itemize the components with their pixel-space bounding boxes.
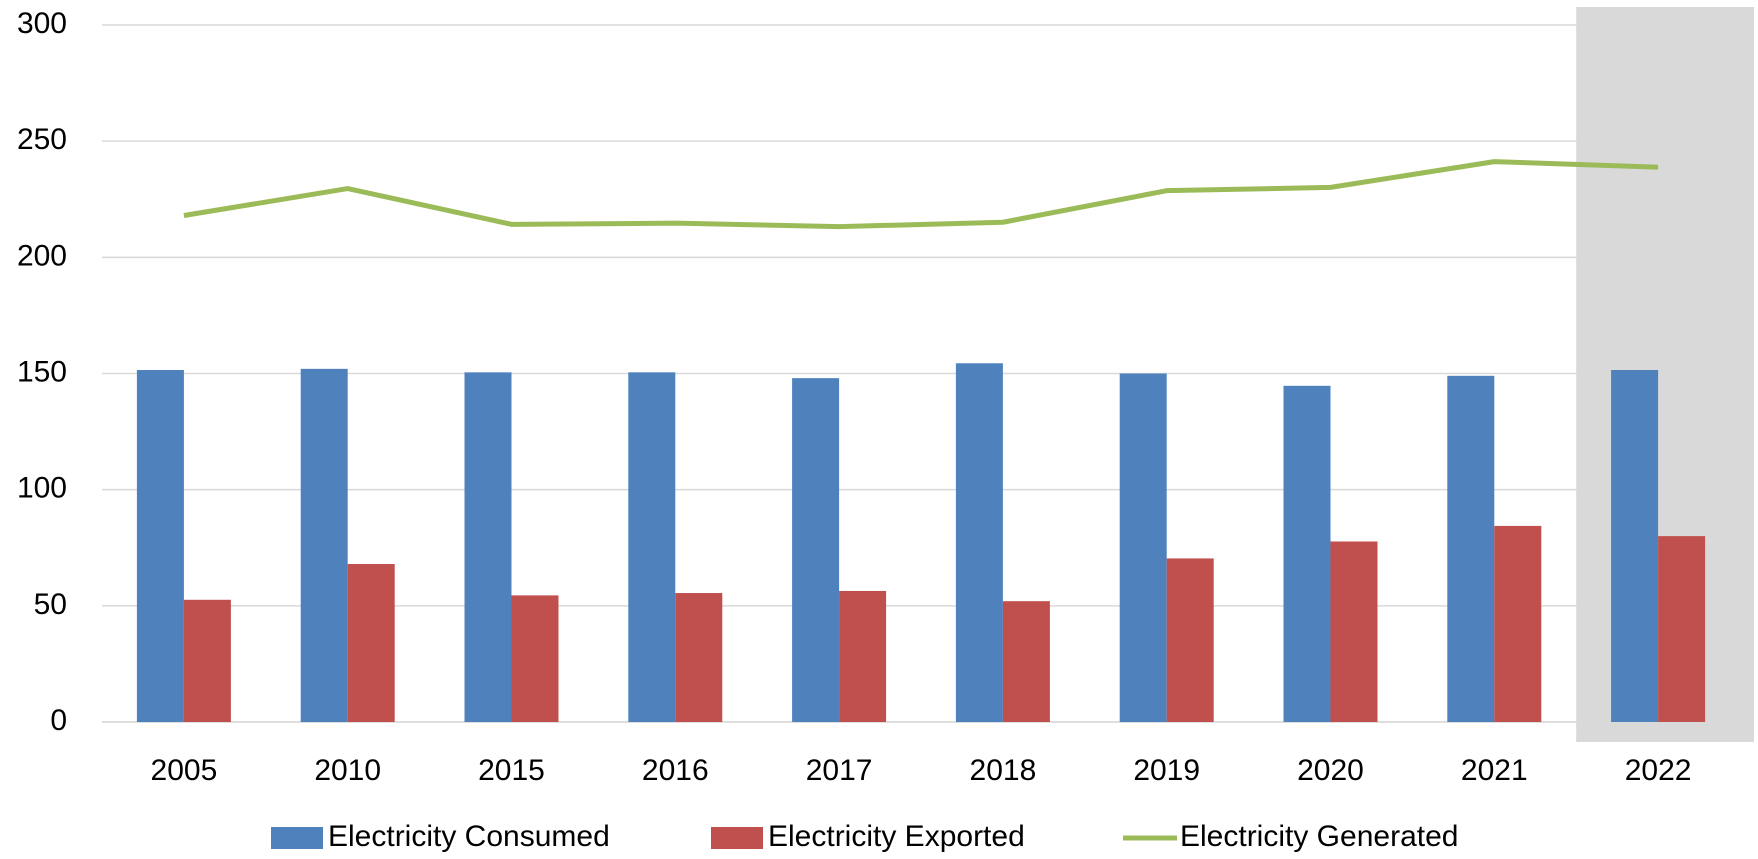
bar: [511, 595, 559, 722]
x-tick-label: 2021: [1461, 754, 1528, 787]
bar: [1494, 525, 1542, 722]
bar: [1658, 536, 1706, 722]
bar: [300, 368, 348, 722]
bar: [628, 372, 676, 722]
y-tick-label: 100: [17, 472, 67, 505]
bar: [1283, 385, 1331, 722]
legend-label: Electricity Generated: [1180, 820, 1458, 853]
line: [183, 159, 1659, 230]
y-tick-label: 50: [34, 588, 67, 621]
legend-label: Electricity Exported: [768, 820, 1025, 853]
bar: [1166, 558, 1214, 722]
bar: [792, 378, 840, 722]
x-tick-label: 2010: [314, 754, 381, 787]
legend-swatch: [711, 827, 763, 849]
y-tick-label: 0: [50, 704, 67, 737]
x-tick-label: 2020: [1297, 754, 1364, 787]
bar: [1611, 370, 1659, 722]
x-tick-label: 2018: [970, 754, 1037, 787]
bar: [183, 599, 231, 722]
x-tick-label: 2017: [806, 754, 873, 787]
x-tick-label: 2015: [478, 754, 545, 787]
bar: [675, 593, 723, 722]
bar: [136, 370, 184, 722]
x-tick-label: 2016: [642, 754, 709, 787]
bar: [1330, 541, 1378, 722]
y-tick-label: 300: [17, 7, 67, 40]
bar: [955, 363, 1003, 722]
legend-label: Electricity Consumed: [328, 820, 610, 853]
bar: [839, 590, 887, 722]
legend-swatch: [271, 827, 323, 849]
bar: [347, 564, 395, 722]
y-tick-label: 200: [17, 239, 67, 272]
bar: [464, 372, 512, 722]
x-tick-label: 2019: [1133, 754, 1200, 787]
bar: [1119, 373, 1167, 722]
bar: [1002, 601, 1050, 722]
x-tick-label: 2022: [1625, 754, 1692, 787]
x-tick-label: 2005: [151, 754, 218, 787]
bar: [1447, 375, 1495, 722]
y-tick-label: 150: [17, 355, 67, 388]
y-tick-label: 250: [17, 123, 67, 156]
